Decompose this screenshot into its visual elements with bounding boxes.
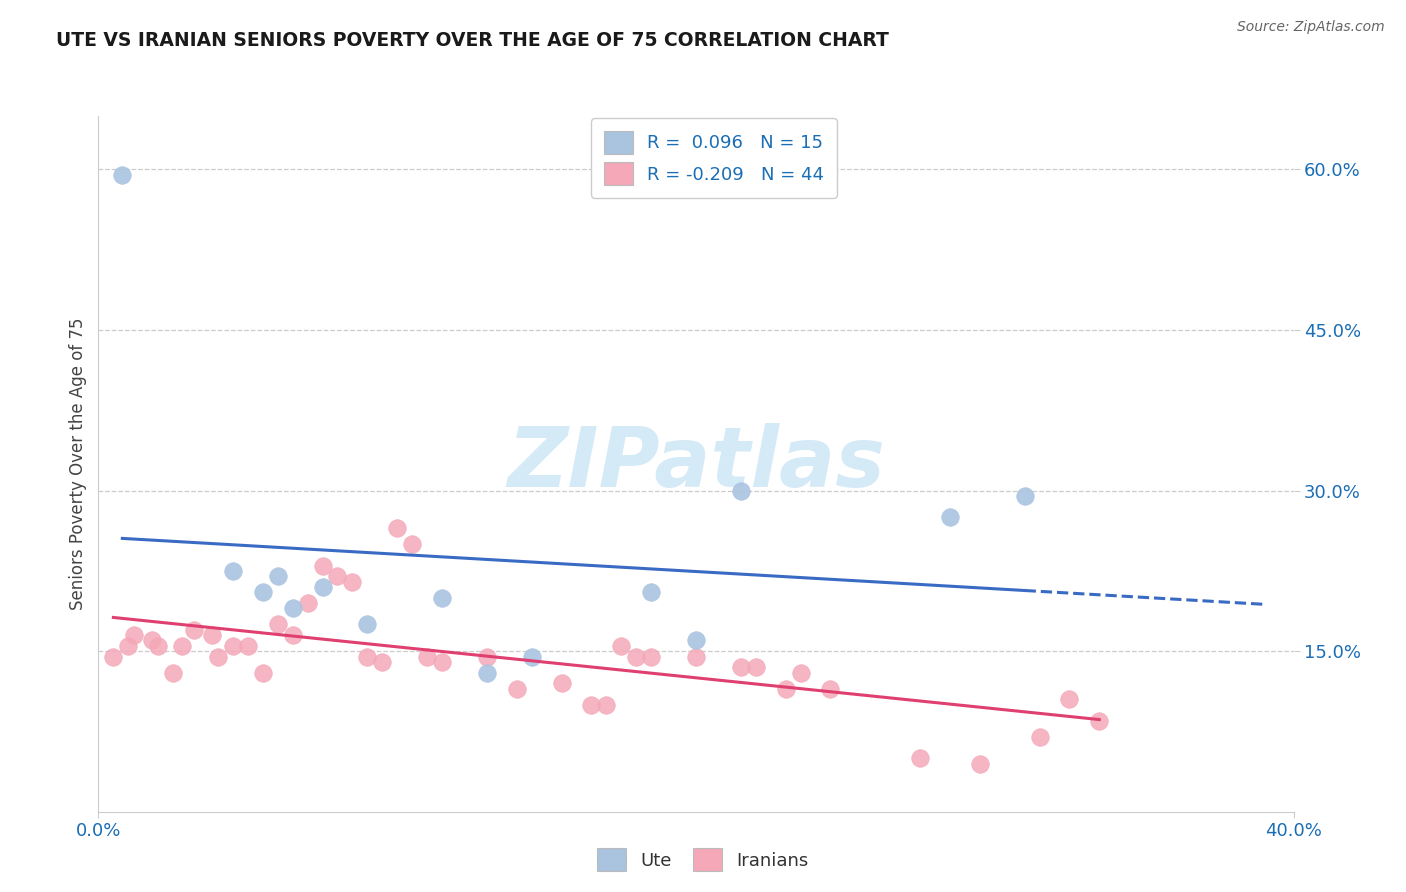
Point: [730, 483, 752, 498]
Point: [745, 660, 768, 674]
Point: [117, 639, 139, 653]
Point: [430, 655, 453, 669]
Point: [789, 665, 811, 680]
Point: [356, 649, 378, 664]
Text: ZIPatlas: ZIPatlas: [508, 424, 884, 504]
Text: Source: ZipAtlas.com: Source: ZipAtlas.com: [1237, 20, 1385, 34]
Point: [595, 698, 617, 712]
Point: [416, 649, 439, 664]
Point: [908, 751, 931, 765]
Point: [111, 168, 134, 182]
Point: [969, 756, 991, 771]
Point: [281, 601, 304, 615]
Y-axis label: Seniors Poverty Over the Age of 75: Seniors Poverty Over the Age of 75: [69, 318, 87, 610]
Point: [685, 649, 707, 664]
Point: [475, 665, 498, 680]
Point: [162, 665, 184, 680]
Point: [236, 639, 259, 653]
Point: [1014, 489, 1036, 503]
Point: [430, 591, 453, 605]
Point: [267, 569, 290, 583]
Point: [475, 649, 498, 664]
Point: [685, 633, 707, 648]
Point: [371, 655, 394, 669]
Point: [281, 628, 304, 642]
Point: [222, 639, 245, 653]
Point: [640, 649, 662, 664]
Point: [820, 681, 842, 696]
Point: [581, 698, 603, 712]
Point: [550, 676, 572, 690]
Point: [401, 537, 423, 551]
Point: [311, 558, 333, 573]
Point: [267, 617, 290, 632]
Point: [624, 649, 647, 664]
Point: [297, 596, 319, 610]
Point: [201, 628, 224, 642]
Point: [183, 623, 205, 637]
Point: [1059, 692, 1081, 706]
Point: [520, 649, 543, 664]
Point: [342, 574, 364, 589]
Point: [124, 628, 146, 642]
Point: [311, 580, 333, 594]
Point: [148, 639, 170, 653]
Point: [730, 660, 752, 674]
Point: [252, 665, 274, 680]
Point: [939, 510, 962, 524]
Point: [775, 681, 797, 696]
Point: [326, 569, 349, 583]
Text: UTE VS IRANIAN SENIORS POVERTY OVER THE AGE OF 75 CORRELATION CHART: UTE VS IRANIAN SENIORS POVERTY OVER THE …: [56, 31, 889, 50]
Point: [1088, 714, 1111, 728]
Point: [1028, 730, 1050, 744]
Point: [385, 521, 409, 535]
Point: [207, 649, 229, 664]
Point: [640, 585, 662, 599]
Legend: Ute, Iranians: Ute, Iranians: [589, 841, 817, 879]
Point: [141, 633, 163, 648]
Point: [356, 617, 378, 632]
Legend: R =  0.096   N = 15, R = -0.209   N = 44: R = 0.096 N = 15, R = -0.209 N = 44: [591, 118, 837, 198]
Point: [222, 564, 245, 578]
Point: [610, 639, 633, 653]
Point: [103, 649, 125, 664]
Point: [252, 585, 274, 599]
Point: [172, 639, 194, 653]
Point: [506, 681, 529, 696]
